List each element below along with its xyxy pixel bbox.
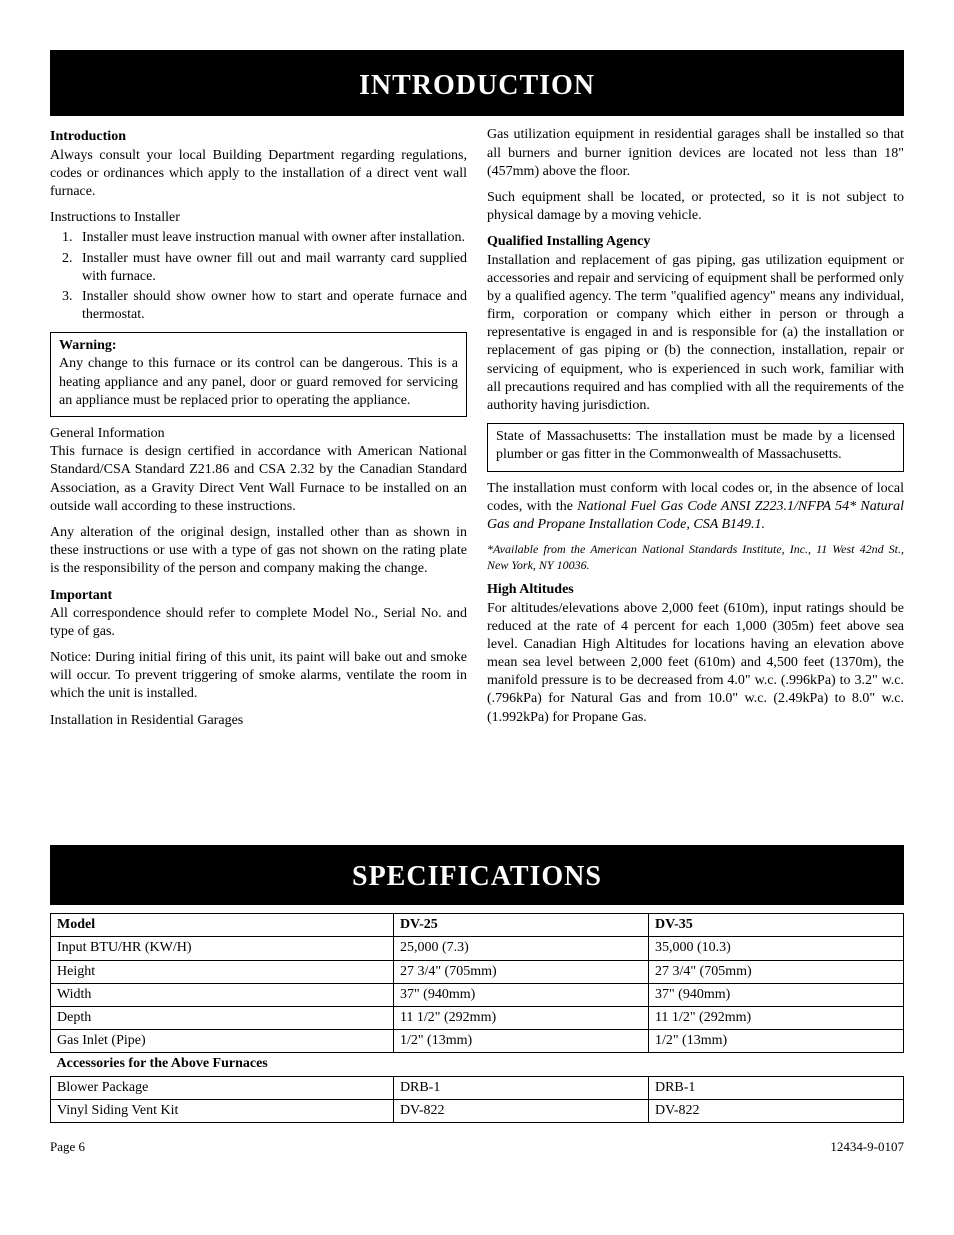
instruction-item: Installer should show owner how to start… bbox=[76, 288, 467, 324]
spec-val: 37" (940mm) bbox=[393, 983, 648, 1006]
garage-p1: Gas utilization equipment in residential… bbox=[487, 126, 904, 181]
important-p1: All correspondence should refer to compl… bbox=[50, 605, 467, 641]
warning-box: Warning: Any change to this furnace or i… bbox=[50, 332, 467, 417]
table-row: Width37" (940mm)37" (940mm) bbox=[51, 983, 904, 1006]
spec-val: DV-822 bbox=[648, 1099, 903, 1122]
specifications-table: Model DV-25 DV-35 Input BTU/HR (KW/H)25,… bbox=[50, 913, 904, 1123]
spec-label: Width bbox=[51, 983, 394, 1006]
spec-val: 37" (940mm) bbox=[648, 983, 903, 1006]
instruction-item: Installer must leave instruction manual … bbox=[76, 229, 467, 247]
specifications-banner: SPECIFICATIONS bbox=[50, 845, 904, 905]
massachusetts-text: State of Massachusetts: The installation… bbox=[496, 429, 895, 462]
spec-label: Vinyl Siding Vent Kit bbox=[51, 1099, 394, 1122]
spec-header-row: Model DV-25 DV-35 bbox=[51, 914, 904, 937]
high-altitudes-text: For altitudes/elevations above 2,000 fee… bbox=[487, 600, 904, 727]
table-row: Vinyl Siding Vent KitDV-822DV-822 bbox=[51, 1099, 904, 1122]
warning-heading: Warning: bbox=[59, 337, 458, 355]
codes-paragraph: The installation must conform with local… bbox=[487, 480, 904, 535]
doc-number: 12434-9-0107 bbox=[830, 1139, 904, 1156]
warning-text: Any change to this furnace or its contro… bbox=[59, 355, 458, 410]
spec-label: Gas Inlet (Pipe) bbox=[51, 1030, 394, 1053]
garage-p2: Such equipment shall be located, or prot… bbox=[487, 189, 904, 225]
introduction-banner: INTRODUCTION bbox=[50, 50, 904, 116]
qualified-agency-heading: Qualified Installing Agency bbox=[487, 233, 904, 251]
right-column: Gas utilization equipment in residential… bbox=[487, 126, 904, 734]
important-p2: Notice: During initial firing of this un… bbox=[50, 649, 467, 704]
page-footer: Page 6 12434-9-0107 bbox=[50, 1139, 904, 1156]
general-info-p1: This furnace is design certified in acco… bbox=[50, 443, 467, 516]
codes-footnote: *Available from the American National St… bbox=[487, 542, 904, 573]
accessories-label: Accessories for the Above Furnaces bbox=[51, 1053, 904, 1076]
two-column-layout: Introduction Always consult your local B… bbox=[50, 126, 904, 734]
spec-val: DRB-1 bbox=[648, 1076, 903, 1099]
general-info-p2: Any alteration of the original design, i… bbox=[50, 524, 467, 579]
spec-val: 27 3/4" (705mm) bbox=[393, 960, 648, 983]
spec-val: 27 3/4" (705mm) bbox=[648, 960, 903, 983]
accessories-subheader: Accessories for the Above Furnaces bbox=[51, 1053, 904, 1076]
spec-label: Height bbox=[51, 960, 394, 983]
table-row: Input BTU/HR (KW/H)25,000 (7.3)35,000 (1… bbox=[51, 937, 904, 960]
spec-val: 1/2" (13mm) bbox=[648, 1030, 903, 1053]
spec-label: Input BTU/HR (KW/H) bbox=[51, 937, 394, 960]
garage-heading: Installation in Residential Garages bbox=[50, 712, 467, 730]
general-info-heading: General Information bbox=[50, 425, 467, 443]
spec-val: 11 1/2" (292mm) bbox=[648, 1006, 903, 1029]
instructions-heading: Instructions to Installer bbox=[50, 209, 467, 227]
spec-label: Depth bbox=[51, 1006, 394, 1029]
table-row: Height27 3/4" (705mm)27 3/4" (705mm) bbox=[51, 960, 904, 983]
high-altitudes-heading: High Altitudes bbox=[487, 581, 904, 599]
spec-label: Blower Package bbox=[51, 1076, 394, 1099]
table-row: Gas Inlet (Pipe)1/2" (13mm)1/2" (13mm) bbox=[51, 1030, 904, 1053]
massachusetts-box: State of Massachusetts: The installation… bbox=[487, 423, 904, 471]
spec-val: DRB-1 bbox=[393, 1076, 648, 1099]
qualified-agency-text: Installation and replacement of gas pipi… bbox=[487, 252, 904, 416]
instruction-item: Installer must have owner fill out and m… bbox=[76, 250, 467, 286]
table-row: Blower PackageDRB-1DRB-1 bbox=[51, 1076, 904, 1099]
important-heading: Important bbox=[50, 587, 467, 605]
introduction-heading: Introduction bbox=[50, 128, 467, 146]
spec-val: 11 1/2" (292mm) bbox=[393, 1006, 648, 1029]
instructions-list: Installer must leave instruction manual … bbox=[50, 229, 467, 324]
spec-val: 1/2" (13mm) bbox=[393, 1030, 648, 1053]
spec-col-dv25: DV-25 bbox=[393, 914, 648, 937]
specifications-section: SPECIFICATIONS Model DV-25 DV-35 Input B… bbox=[50, 845, 904, 1123]
page-number: Page 6 bbox=[50, 1139, 85, 1156]
spec-col-model: Model bbox=[51, 914, 394, 937]
table-row: Depth11 1/2" (292mm)11 1/2" (292mm) bbox=[51, 1006, 904, 1029]
spec-val: 35,000 (10.3) bbox=[648, 937, 903, 960]
left-column: Introduction Always consult your local B… bbox=[50, 126, 467, 734]
spec-val: 25,000 (7.3) bbox=[393, 937, 648, 960]
spec-val: DV-822 bbox=[393, 1099, 648, 1122]
introduction-text: Always consult your local Building Depar… bbox=[50, 147, 467, 202]
spec-col-dv35: DV-35 bbox=[648, 914, 903, 937]
